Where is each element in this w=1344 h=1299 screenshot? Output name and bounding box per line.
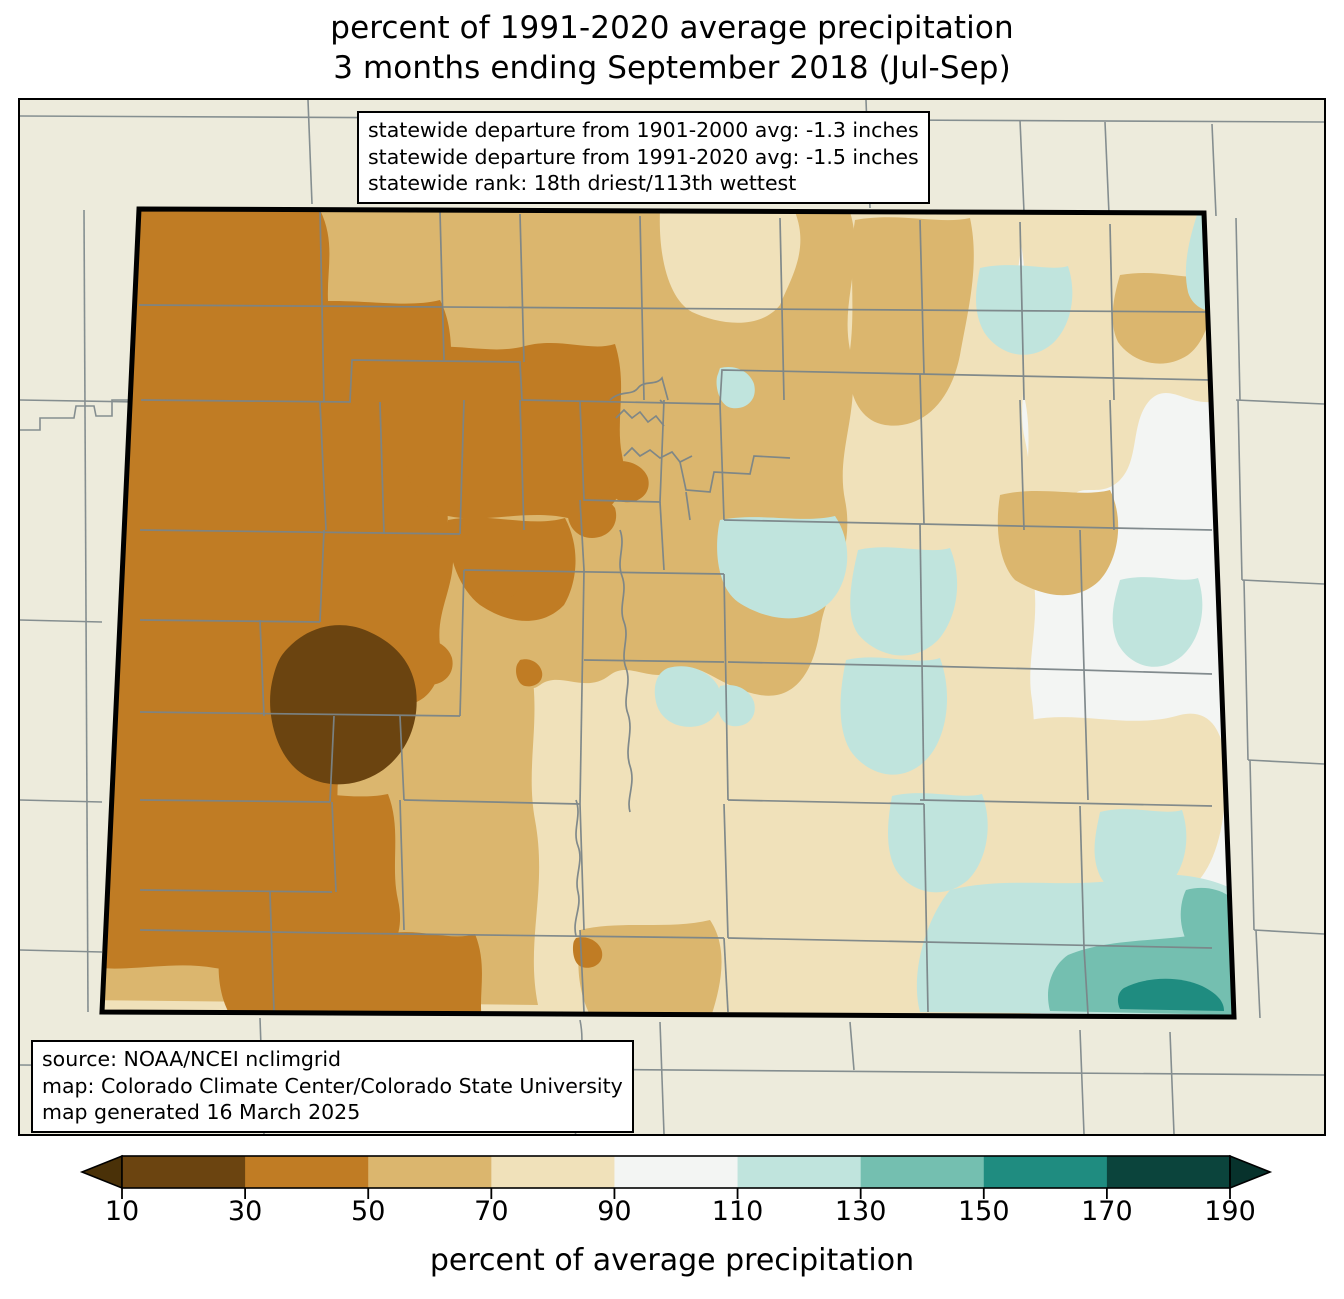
band-150-170 [1117, 978, 1224, 1011]
precipitation-contours [102, 209, 1234, 1017]
statewide-stats-box: statewide departure from 1901-2000 avg: … [357, 111, 930, 204]
colorbar-extend-low [79, 1154, 123, 1190]
colorbar-svg [79, 1154, 1273, 1199]
colorbar-tick-label-130: 130 [834, 1196, 887, 1227]
band-110-130-b [717, 516, 848, 619]
source-credits-box: source: NOAA/NCEI nclimgrid map: Colorad… [31, 1040, 634, 1133]
colorbar-bands [79, 1154, 1273, 1190]
band-30-50-sm5 [516, 659, 543, 687]
band-30-50-c [405, 343, 624, 520]
colorbar-band-3 [368, 1156, 492, 1188]
stats-line-2: statewide departure from 1991-2020 avg: … [368, 144, 919, 169]
colorbar-tick-label-10: 10 [104, 1196, 140, 1227]
colorado-state-outline [99, 206, 1237, 1020]
stats-line-1: statewide departure from 1901-2000 avg: … [368, 118, 919, 142]
title-line-1: percent of 1991-2020 average precipitati… [330, 10, 1014, 46]
band-30-50-w [102, 300, 458, 707]
band-110-130-f [654, 666, 721, 727]
colorbar-tick-label-90: 90 [597, 1196, 632, 1227]
band-50-70-ne2 [1112, 272, 1212, 364]
source-line-1: source: NOAA/NCEI nclimgrid [42, 1047, 342, 1071]
county-boundaries [138, 209, 1217, 1015]
colorbar-tick-label-110: 110 [711, 1196, 764, 1227]
colorbar-tick-label-170: 170 [1081, 1196, 1133, 1227]
colorbar-band-9 [1106, 1156, 1231, 1188]
colorbar-tick-labels: 10 30 50 70 90 110 130 150 170 190 [0, 1196, 1344, 1238]
colorbar-band-6 [737, 1156, 862, 1188]
band-50-70-ne [997, 490, 1119, 596]
colorbar-band-5 [614, 1156, 739, 1188]
band-30-50-sm3 [489, 569, 519, 599]
colorbar-tick-label-30: 30 [227, 1196, 263, 1227]
colorbar-band-8 [983, 1156, 1108, 1188]
band-50-70-se-spur [578, 920, 722, 1017]
band-10-30 [270, 625, 417, 785]
colorbar-tick-label-70: 70 [474, 1196, 509, 1227]
colorbar-band-7 [860, 1156, 985, 1188]
title-line-2: 3 months ending September 2018 (Jul-Sep) [333, 50, 1011, 86]
band-30-50-sm2 [608, 460, 649, 503]
colorbar-band-2 [245, 1156, 369, 1188]
page-title: percent of 1991-2020 average precipitati… [0, 8, 1344, 88]
colorbar-tick-label-190: 190 [1204, 1196, 1256, 1227]
band-110-130-l [1094, 809, 1187, 899]
band-110-130-k [1112, 577, 1203, 667]
band-50-70-n-gap [659, 209, 801, 323]
band-110-130-i [716, 366, 755, 409]
band-130-150-b [1180, 887, 1234, 962]
colorbar [0, 1148, 1344, 1203]
colorbar-band-1 [122, 1156, 246, 1188]
colorbar-tick-marks [121, 1188, 1231, 1199]
band-110-130-e [888, 793, 988, 893]
colorbar-extend-high [1229, 1154, 1273, 1190]
colorbar-band-4 [491, 1156, 616, 1188]
colorbar-tick-label-50: 50 [351, 1196, 386, 1227]
stats-line-3: statewide rank: 18th driest/113th wettes… [368, 171, 797, 196]
source-line-2: map: Colorado Climate Center/Colorado St… [42, 1073, 623, 1098]
band-30-50-mtn [447, 517, 576, 621]
colorbar-outline [121, 1155, 1231, 1189]
band-30-50-s [218, 932, 482, 1017]
colorado-precipitation-map [20, 100, 1324, 1134]
map-frame [18, 98, 1326, 1136]
band-110-130-c [850, 547, 958, 656]
colorbar-axis-title: percent of average precipitation [429, 1243, 915, 1278]
band-30-50-sm4 [409, 639, 453, 685]
colorbar-tick-label-150: 150 [957, 1196, 1010, 1227]
band-110-130-d [840, 657, 948, 775]
band-30-50-sw [102, 792, 400, 971]
source-line-3: map generated 16 March 2025 [42, 1100, 361, 1125]
